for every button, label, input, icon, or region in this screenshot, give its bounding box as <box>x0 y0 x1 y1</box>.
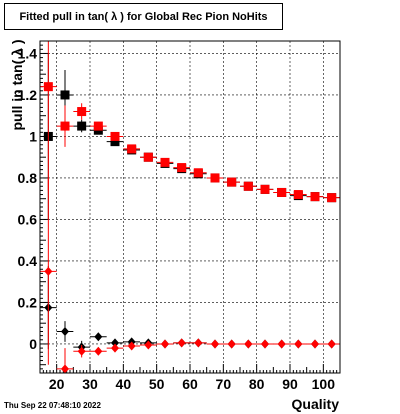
data-point-diamond <box>77 346 86 356</box>
data-point-diamond <box>244 339 253 349</box>
data-point-square <box>210 173 220 183</box>
y-tick-label: 0.8 <box>18 170 38 186</box>
data-point-diamond <box>144 340 153 350</box>
data-point-square <box>110 131 120 141</box>
data-point-diamond <box>61 327 69 336</box>
x-tick-label: 30 <box>82 376 98 392</box>
plot-frame <box>39 40 341 374</box>
data-point-diamond <box>211 339 219 349</box>
data-point-square <box>143 152 153 162</box>
data-point-square <box>293 190 303 200</box>
data-point-square <box>277 187 287 197</box>
data-point-diamond <box>227 339 236 349</box>
gridlines <box>40 41 340 373</box>
data-point-square <box>77 107 87 117</box>
data-point-square <box>177 163 187 173</box>
y-tick-label: 0.6 <box>18 211 38 227</box>
data-point-square <box>227 177 237 187</box>
data-point-square <box>60 90 70 100</box>
data-point-diamond <box>294 339 303 349</box>
data-point-diamond <box>311 339 319 349</box>
data-point-square <box>260 184 270 194</box>
data-point-square <box>43 82 53 92</box>
data-points <box>40 41 340 374</box>
data-point-diamond <box>277 339 286 349</box>
timestamp: Thu Sep 22 07:48:10 2022 <box>4 401 101 410</box>
data-point-diamond <box>94 332 103 342</box>
y-tick-label: 1.2 <box>18 87 38 103</box>
data-point-diamond <box>111 343 119 353</box>
y-axis-label: pull in tan( λ ) <box>9 39 25 131</box>
data-point-square <box>310 192 320 202</box>
y-tick-label: 0 <box>29 336 37 352</box>
x-tick-label: 40 <box>116 376 132 392</box>
x-tick-label: 70 <box>216 376 232 392</box>
data-point-diamond <box>261 339 269 349</box>
data-point-square <box>60 121 70 131</box>
data-point-diamond <box>127 341 136 351</box>
data-point-square <box>193 168 203 178</box>
data-point-diamond <box>61 364 69 374</box>
y-tick-label: 0.2 <box>18 294 38 310</box>
data-point-diamond <box>44 266 53 276</box>
y-tick-label: 1.4 <box>18 45 38 61</box>
x-tick-label: 100 <box>312 376 336 392</box>
y-tick-label: 1 <box>29 128 37 144</box>
chart-title: Fitted pull in tan( λ ) for Global Rec P… <box>4 3 283 30</box>
data-point-diamond <box>194 338 203 348</box>
data-point-square <box>127 144 137 154</box>
data-point-square <box>160 157 170 167</box>
x-tick-label: 80 <box>249 376 265 392</box>
data-point-square <box>110 137 120 147</box>
data-point-square <box>243 181 253 191</box>
data-point-diamond <box>94 346 103 356</box>
data-point-diamond <box>327 339 336 349</box>
data-point-diamond <box>177 338 186 348</box>
x-tick-label: 60 <box>182 376 198 392</box>
x-tick-label: 20 <box>49 376 65 392</box>
data-point-diamond <box>161 339 169 349</box>
data-point-square <box>77 121 87 131</box>
data-point-square <box>327 193 337 203</box>
data-point-square <box>93 121 103 131</box>
x-tick-label: 50 <box>149 376 165 392</box>
x-axis-label: Quality <box>291 396 339 412</box>
data-point-diamond <box>111 338 119 348</box>
y-tick-label: 0.4 <box>18 253 38 269</box>
x-tick-label: 90 <box>282 376 298 392</box>
